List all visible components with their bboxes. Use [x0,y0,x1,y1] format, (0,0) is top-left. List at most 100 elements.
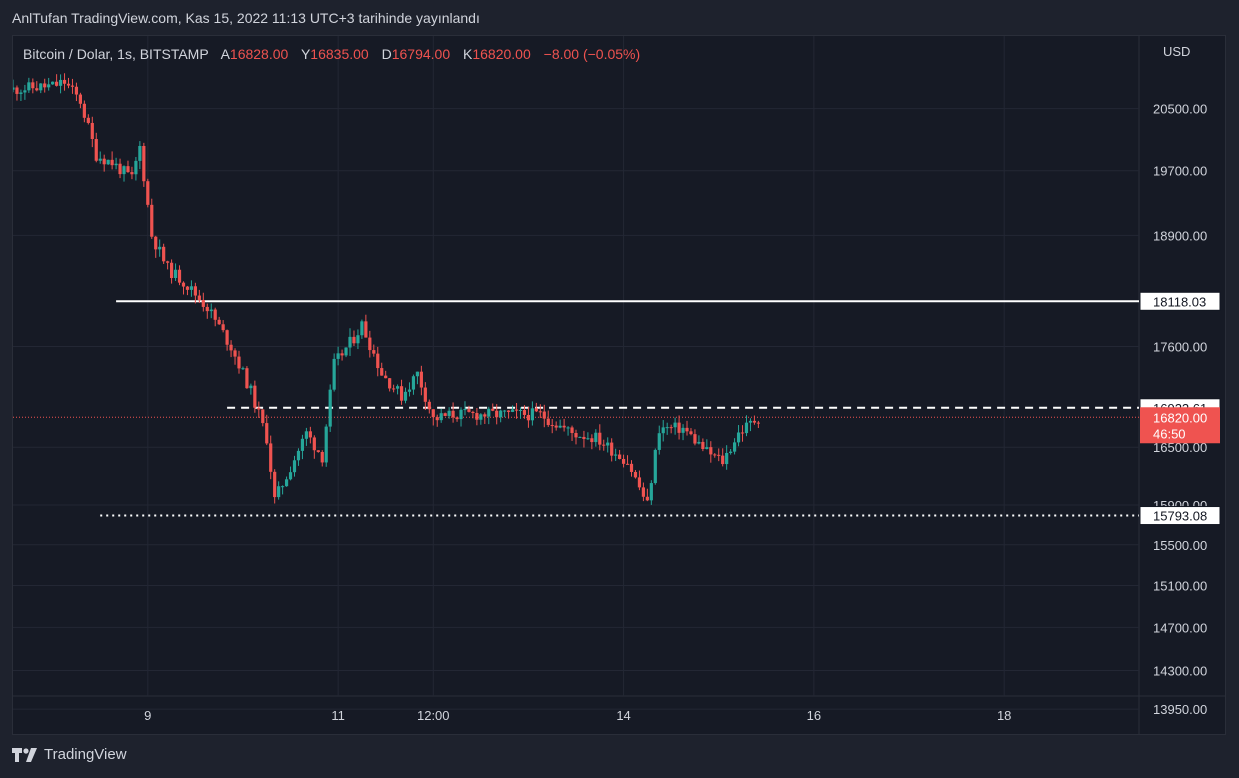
candle-down [162,246,166,262]
candle-down [130,172,134,175]
candle-up [661,427,665,434]
candle-down [31,82,35,89]
candle-up [566,427,570,429]
candle-up [332,358,336,390]
price-axis[interactable]: USD 20500.00 19700.00 18900.00 17600.00 1650… [1153,44,1207,717]
candle-up [649,483,653,501]
candle-up [407,389,412,392]
x-tick-label: 16 [807,708,821,723]
candle-down [213,309,217,320]
x-tick-label: 11 [331,708,345,723]
brand-name[interactable]: TradingView [44,746,127,763]
candle-down [380,368,384,376]
candle-up [344,347,348,356]
y-tick-label: 19700.00 [1153,164,1207,179]
candle-down [340,353,344,356]
candle-down [590,438,594,443]
candle-down [451,410,455,418]
candle-down [506,410,511,412]
candle-up [748,420,753,423]
candle-down [526,414,531,421]
candle-down [514,409,519,411]
y-tick-label: 15100.00 [1153,579,1207,594]
candle-up [463,409,467,411]
candle-down [475,413,479,420]
candle-up [681,427,685,433]
candle-down [229,344,233,351]
candle-up [530,408,534,421]
candle-up [138,145,142,161]
candle-up [58,79,63,86]
candle-up [665,427,669,429]
candle-down [633,471,638,478]
legend-change: −8.00 (−0.05%) [544,46,641,62]
candle-down [237,356,241,369]
candle-up [39,83,43,91]
candle-down [483,414,487,417]
candle-up [360,321,364,336]
candle-up [98,158,102,161]
candle-up [281,486,285,488]
candle-up [673,422,677,428]
candle-up [241,368,245,370]
footer: TradingView [12,746,127,763]
time-axis[interactable]: 9 11 12:00 14 16 18 [144,708,1011,723]
legend-symbol: Bitcoin / Dolar, 1s, BITSTAMP [23,46,208,62]
candle-down [455,417,459,420]
candle-up [106,159,110,165]
candle-down [522,410,527,415]
candle-up [134,160,138,175]
price-label-text: 15793.08 [1153,509,1207,524]
candle-down [570,427,574,434]
candle-up [657,433,661,450]
candle-up [356,335,360,344]
candle-up [348,336,352,348]
chart-panel[interactable]: USD 20500.00 19700.00 18900.00 17600.00 1650… [11,35,1226,735]
candle-down [142,145,146,182]
price-label-text: 18118.03 [1153,294,1206,309]
candle-up [300,438,305,451]
candle-up [499,410,503,418]
candle-down [376,353,380,369]
candle-down [217,319,221,325]
candle-down [70,85,75,87]
last-price-value: 16820.00 [1153,410,1207,425]
candle-down [495,410,499,418]
candle-down [35,88,39,91]
candle-down [66,83,71,86]
candle-down [645,496,649,501]
candle-down [625,463,630,465]
candle-down [62,79,67,84]
candle-down [621,458,626,464]
candle-down [78,94,83,104]
last-price-countdown: 46:50 [1153,426,1186,441]
candle-up [725,452,729,465]
candle-down [550,425,554,427]
candle-down [435,417,439,421]
candle-down [257,407,261,410]
candle-up [292,460,297,473]
tradingview-logo-icon [12,747,37,762]
horizontal-lines[interactable] [13,300,1139,517]
candle-up [328,389,332,427]
candle-down [102,158,106,165]
price-label-box [1139,291,1221,311]
candle-up [439,413,443,421]
candle-up [606,442,610,446]
candle-up [732,442,737,452]
candlestick-chart[interactable]: USD 20500.00 19700.00 18900.00 17600.00 1650… [11,36,1225,734]
candle-down [261,409,265,424]
candle-down [308,431,312,438]
candle-down [221,324,225,331]
candle-up [284,479,289,487]
candle-down [610,442,614,456]
candle-up [744,422,749,434]
candle-down [388,378,392,389]
legend-open-label: A [221,46,231,62]
candle-up [288,472,293,480]
candle-down [598,432,602,445]
candle-down [752,420,757,423]
candle-down [713,454,717,456]
y-tick-label: 16500.00 [1153,440,1207,455]
